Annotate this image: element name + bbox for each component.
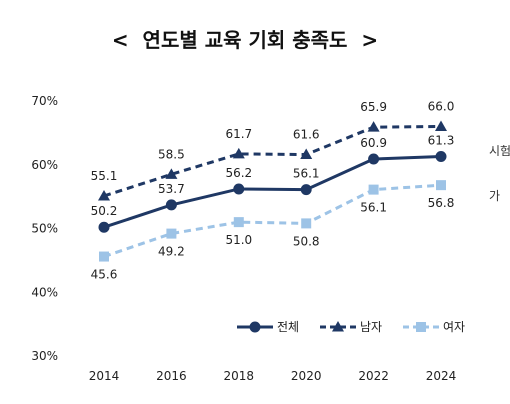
data-label: 51.0 [225, 233, 252, 247]
legend: 전체 남자 여자 [237, 320, 465, 334]
data-label: 49.2 [158, 245, 185, 259]
x-tick-label: 2020 [291, 369, 322, 383]
legend-item: 여자 [403, 320, 465, 334]
legend-label: 여자 [443, 320, 465, 334]
series-point [436, 180, 446, 191]
y-tick-label: 30% [31, 349, 58, 363]
series-전체 [98, 150, 447, 233]
data-label: 55.1 [91, 169, 118, 183]
data-label: 61.3 [428, 133, 455, 147]
y-tick-label: 50% [31, 222, 58, 236]
data-label: 61.6 [293, 128, 320, 142]
x-axis: 2014 2016 2018 2020 2022 2024 [89, 369, 457, 383]
data-label: 56.2 [225, 166, 252, 180]
series-point [98, 189, 110, 201]
x-tick-label: 2016 [156, 369, 187, 383]
series-point [435, 150, 447, 162]
data-label: 50.2 [91, 204, 118, 218]
series-남자 [98, 120, 447, 201]
series-line [103, 183, 442, 258]
series-여자 [99, 180, 446, 262]
data-label: 58.5 [158, 147, 185, 161]
series-point [368, 184, 379, 195]
data-label: 61.7 [225, 127, 252, 141]
data-labels: 50.2 53.7 56.2 56.1 60.9 61.3 55.1 58.5 61.7 61.6… [91, 100, 455, 282]
series-point [233, 183, 245, 195]
data-label: 50.8 [293, 234, 320, 248]
chart-title: < 연도별 교육 기회 충족도 > [111, 28, 379, 52]
legend-item: 남자 [320, 320, 382, 334]
series-point [435, 120, 447, 131]
x-tick-label: 2022 [358, 369, 389, 383]
data-label: 56.8 [428, 196, 455, 210]
series-point [98, 221, 110, 233]
side-note: 시험 [489, 144, 510, 158]
series-point [300, 148, 313, 160]
series-line [103, 125, 442, 198]
x-tick-label: 2014 [89, 369, 120, 383]
legend-marker [416, 322, 426, 332]
series-point [300, 184, 312, 196]
y-tick-label: 70% [31, 94, 58, 108]
series-point [367, 121, 380, 132]
data-label: 45.6 [91, 268, 118, 282]
y-tick-label: 40% [31, 285, 58, 299]
series-point [233, 217, 244, 228]
series-point [99, 251, 109, 262]
data-label: 60.9 [360, 136, 387, 150]
series-point [368, 153, 380, 165]
data-label: 53.7 [158, 182, 185, 196]
series-point [232, 147, 245, 159]
y-tick-label: 60% [31, 158, 58, 172]
y-axis: 30% 40% 50% 60% 70% [31, 94, 58, 363]
series-layer [98, 120, 447, 262]
legend-marker [249, 321, 261, 333]
legend-label: 전체 [277, 320, 299, 334]
series-point [301, 218, 312, 229]
data-label: 66.0 [428, 100, 455, 114]
data-label: 56.1 [293, 167, 320, 181]
series-point [165, 199, 177, 211]
x-tick-label: 2018 [224, 369, 255, 383]
side-note: 가 [489, 189, 500, 203]
legend-label: 남자 [360, 320, 382, 334]
legend-item: 전체 [237, 320, 299, 334]
data-label: 65.9 [360, 100, 387, 114]
x-tick-label: 2024 [426, 369, 457, 383]
series-point [166, 228, 177, 239]
series-point [165, 168, 178, 179]
legend-marker [332, 321, 344, 332]
data-label: 56.1 [360, 201, 387, 215]
side-notes: 시험가 [489, 144, 510, 203]
series-line [103, 154, 442, 229]
